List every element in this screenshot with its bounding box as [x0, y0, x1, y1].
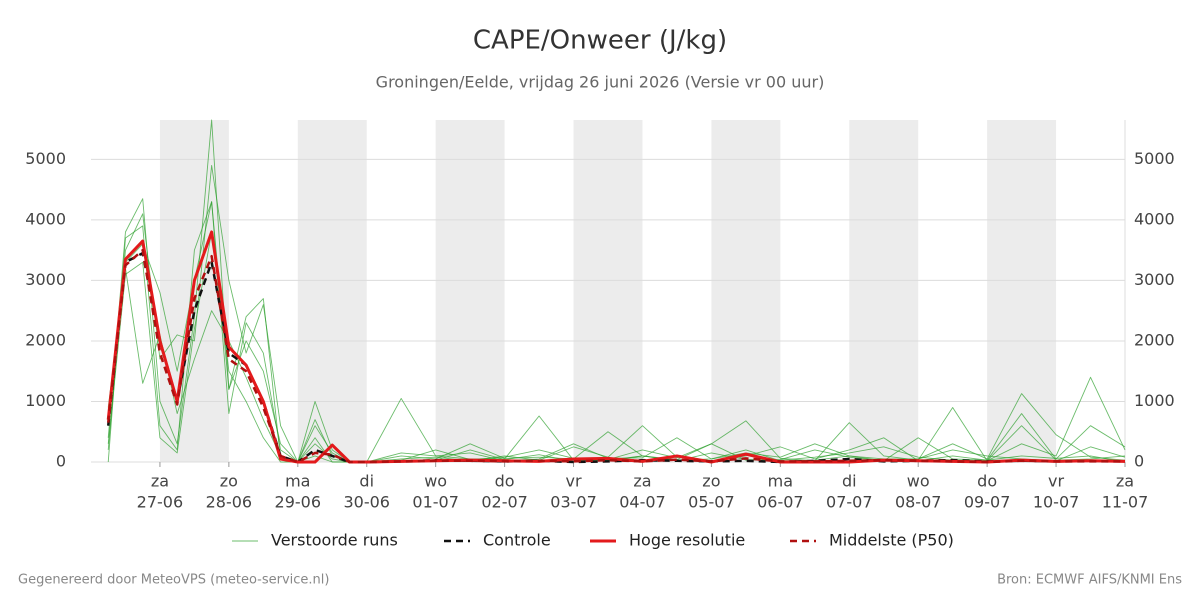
- x-tick-date: 04-07: [619, 493, 666, 512]
- series-line: [106, 248, 1125, 464]
- x-tick-label: di: [842, 472, 857, 491]
- day-shade: [711, 120, 781, 462]
- x-tick-date: 30-06: [343, 493, 390, 512]
- x-tick-date: 09-07: [964, 493, 1011, 512]
- day-shade: [987, 120, 1057, 462]
- chart-title: CAPE/Onweer (J/kg): [473, 26, 727, 56]
- day-shade: [297, 120, 367, 462]
- day-shade: [573, 120, 643, 462]
- y-tick-label: 4000: [25, 209, 66, 228]
- y-tick-label: 3000: [25, 270, 66, 289]
- x-tick-label: zo: [702, 472, 720, 491]
- x-tick-label: ma: [768, 472, 793, 491]
- x-tick-date: 27-06: [137, 493, 184, 512]
- x-tick-label: di: [359, 472, 374, 491]
- y2-tick-label: 0: [1134, 452, 1144, 471]
- x-tick-date: 05-07: [688, 493, 735, 512]
- x-tick-date: 11-07: [1102, 493, 1149, 512]
- y-tick-label: 5000: [25, 149, 66, 168]
- x-tick-date: 10-07: [1033, 493, 1080, 512]
- x-tick-label: za: [151, 472, 169, 491]
- day-shade: [849, 120, 919, 462]
- y-tick-label: 1000: [25, 391, 66, 410]
- x-tick-date: 02-07: [481, 493, 528, 512]
- x-tick-label: wo: [424, 472, 447, 491]
- y2-tick-label: 1000: [1134, 391, 1175, 410]
- x-tick-label: wo: [907, 472, 930, 491]
- day-shade: [435, 120, 505, 462]
- legend-label: Hoge resolutie: [629, 531, 745, 550]
- x-tick-date: 28-06: [206, 493, 253, 512]
- legend-label: Verstoorde runs: [271, 531, 398, 550]
- x-tick-date: 03-07: [550, 493, 597, 512]
- ensemble-line: [107, 267, 1126, 463]
- x-tick-label: do: [977, 472, 997, 491]
- x-tick-label: vr: [1048, 472, 1064, 491]
- x-tick-label: ma: [285, 472, 310, 491]
- y2-tick-label: 5000: [1134, 149, 1175, 168]
- y2-tick-label: 3000: [1134, 270, 1175, 289]
- footer-right: Bron: ECMWF AIFS/KNMI Ens: [997, 573, 1182, 588]
- legend-label: Middelste (P50): [829, 531, 954, 550]
- ensemble-line: [107, 201, 1126, 463]
- y2-tick-label: 2000: [1134, 330, 1175, 349]
- footer-left: Gegenereerd door MeteoVPS (meteo-service…: [18, 573, 329, 588]
- chart-subtitle: Groningen/Eelde, vrijdag 26 juni 2026 (V…: [376, 73, 825, 92]
- x-tick-date: 08-07: [895, 493, 942, 512]
- y-tick-label: 0: [56, 452, 66, 471]
- x-tick-label: zo: [220, 472, 238, 491]
- legend-label: Controle: [483, 531, 551, 550]
- y-tick-label: 2000: [25, 330, 66, 349]
- x-tick-date: 01-07: [412, 493, 459, 512]
- x-tick-label: vr: [566, 472, 582, 491]
- x-tick-label: za: [1116, 472, 1134, 491]
- x-tick-date: 29-06: [275, 493, 322, 512]
- x-tick-label: do: [495, 472, 515, 491]
- x-tick-date: 07-07: [826, 493, 873, 512]
- x-tick-label: za: [633, 472, 651, 491]
- x-tick-date: 06-07: [757, 493, 804, 512]
- y2-tick-label: 4000: [1134, 209, 1175, 228]
